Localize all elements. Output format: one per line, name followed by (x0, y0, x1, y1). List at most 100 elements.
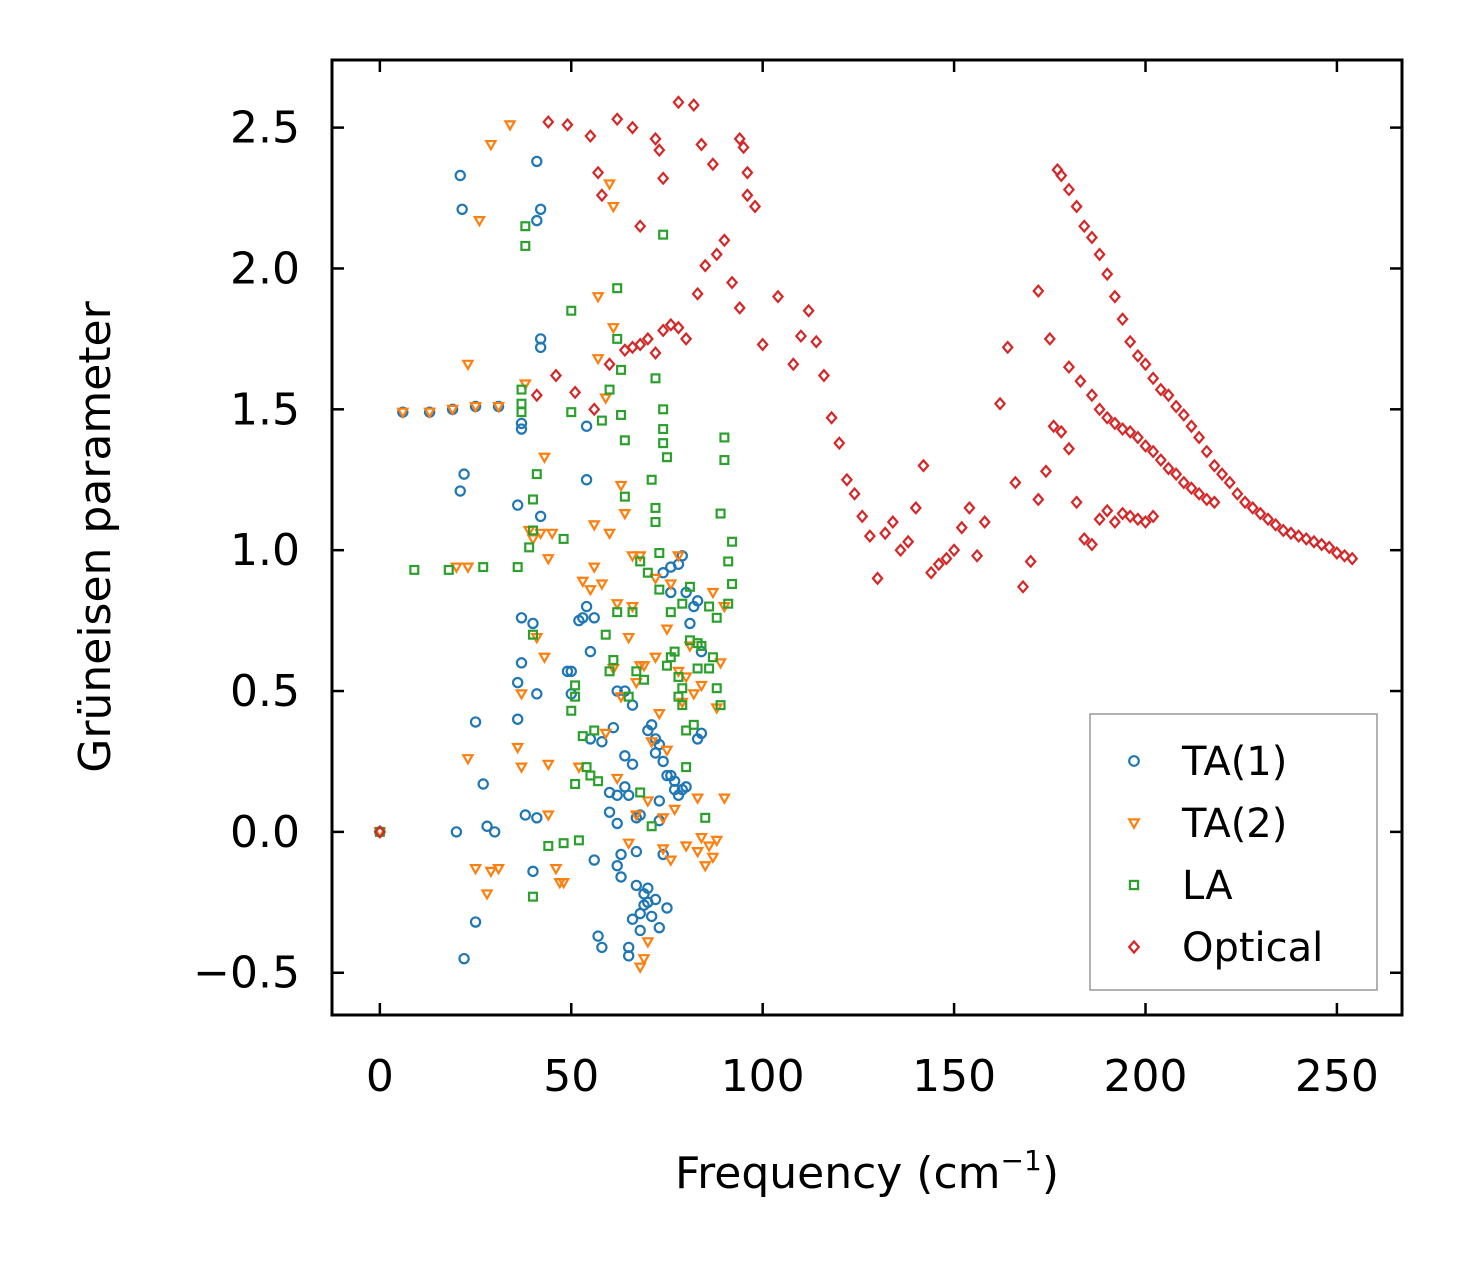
data-point (603, 528, 617, 541)
data-point (566, 407, 577, 418)
data-point (737, 140, 750, 155)
data-point (531, 469, 542, 480)
data-point (1124, 334, 1137, 349)
data-point (657, 848, 669, 861)
data-point (1024, 554, 1037, 569)
data-point (606, 323, 620, 335)
data-point (645, 737, 659, 749)
data-point (719, 432, 730, 443)
axes: 0 50 100 150 200 250 −0.5 0.0 0.5 1.0 1.5 2.0 2.5 (193, 60, 1402, 1102)
data-point (691, 847, 705, 859)
data-point (577, 731, 588, 742)
data-point (458, 952, 470, 965)
data-point (657, 171, 670, 186)
data-point (558, 838, 569, 849)
data-point (615, 871, 627, 883)
data-point (691, 595, 704, 607)
data-point (461, 754, 475, 766)
data-point (580, 600, 593, 613)
data-point (706, 157, 719, 172)
data-point (1147, 509, 1160, 524)
data-point (661, 452, 672, 463)
data-point (1078, 531, 1091, 546)
data-point (492, 863, 506, 876)
data-point (527, 617, 539, 630)
data-point (454, 485, 466, 497)
data-point (696, 640, 707, 651)
data-point (683, 641, 697, 653)
data-point (645, 719, 658, 731)
data-point (1208, 495, 1221, 510)
data-point (1093, 512, 1106, 527)
data-point (1062, 441, 1075, 456)
data-point (660, 624, 674, 636)
data-point (520, 240, 531, 251)
data-point (423, 407, 437, 419)
data-point (664, 579, 678, 591)
data-point (1177, 407, 1190, 422)
data-point (1300, 531, 1313, 546)
data-point (549, 863, 563, 876)
data-point (879, 526, 892, 541)
data-point (1116, 312, 1129, 327)
data-point (584, 645, 597, 658)
data-point (615, 848, 627, 861)
data-point (1070, 495, 1083, 510)
data-point (537, 652, 551, 665)
data-point (718, 233, 731, 248)
data-point (940, 551, 953, 566)
data-point (702, 841, 716, 853)
data-point (741, 165, 754, 180)
data-point (691, 793, 705, 805)
data-point (1085, 230, 1098, 245)
data-point (706, 587, 720, 600)
x-tick-label: 50 (543, 1051, 599, 1102)
y-tick-label: 0.0 (230, 807, 300, 858)
data-point (1193, 486, 1206, 501)
data-point (634, 337, 647, 352)
legend-label: TA(1) (1181, 739, 1287, 785)
data-point (1108, 515, 1121, 529)
data-point (454, 169, 466, 182)
data-point (635, 556, 646, 567)
data-point (714, 658, 728, 670)
data-point (1170, 467, 1183, 482)
data-point (534, 510, 547, 523)
data-point (825, 410, 838, 425)
data-point (917, 458, 930, 473)
data-point (649, 893, 662, 906)
data-point (1346, 551, 1359, 566)
data-point (469, 716, 482, 728)
y-tick-label: 2.0 (230, 243, 300, 294)
data-point (687, 689, 701, 701)
data-point (588, 612, 600, 624)
data-point (993, 396, 1007, 411)
data-point (612, 283, 623, 294)
data-point (566, 305, 577, 316)
data-point (672, 95, 685, 110)
data-point (1078, 219, 1091, 234)
data-point (592, 930, 604, 942)
data-point (687, 98, 700, 113)
data-point (641, 937, 655, 949)
data-point (531, 214, 543, 227)
legend-label: TA(2) (1181, 801, 1287, 847)
data-point (677, 683, 688, 694)
data-point (629, 678, 643, 690)
data-point (634, 219, 647, 234)
data-point (706, 852, 720, 865)
data-point (622, 789, 635, 801)
data-point (653, 738, 666, 751)
data-point (612, 333, 623, 344)
data-point (626, 120, 639, 135)
data-point (619, 491, 630, 502)
data-point (1177, 475, 1190, 490)
data-point (756, 337, 769, 352)
data-point (1208, 458, 1221, 473)
data-point (658, 438, 669, 449)
data-point (1277, 523, 1290, 538)
data-point (516, 384, 527, 395)
data-point (611, 817, 623, 830)
data-point (589, 725, 600, 736)
data-point (591, 292, 605, 304)
